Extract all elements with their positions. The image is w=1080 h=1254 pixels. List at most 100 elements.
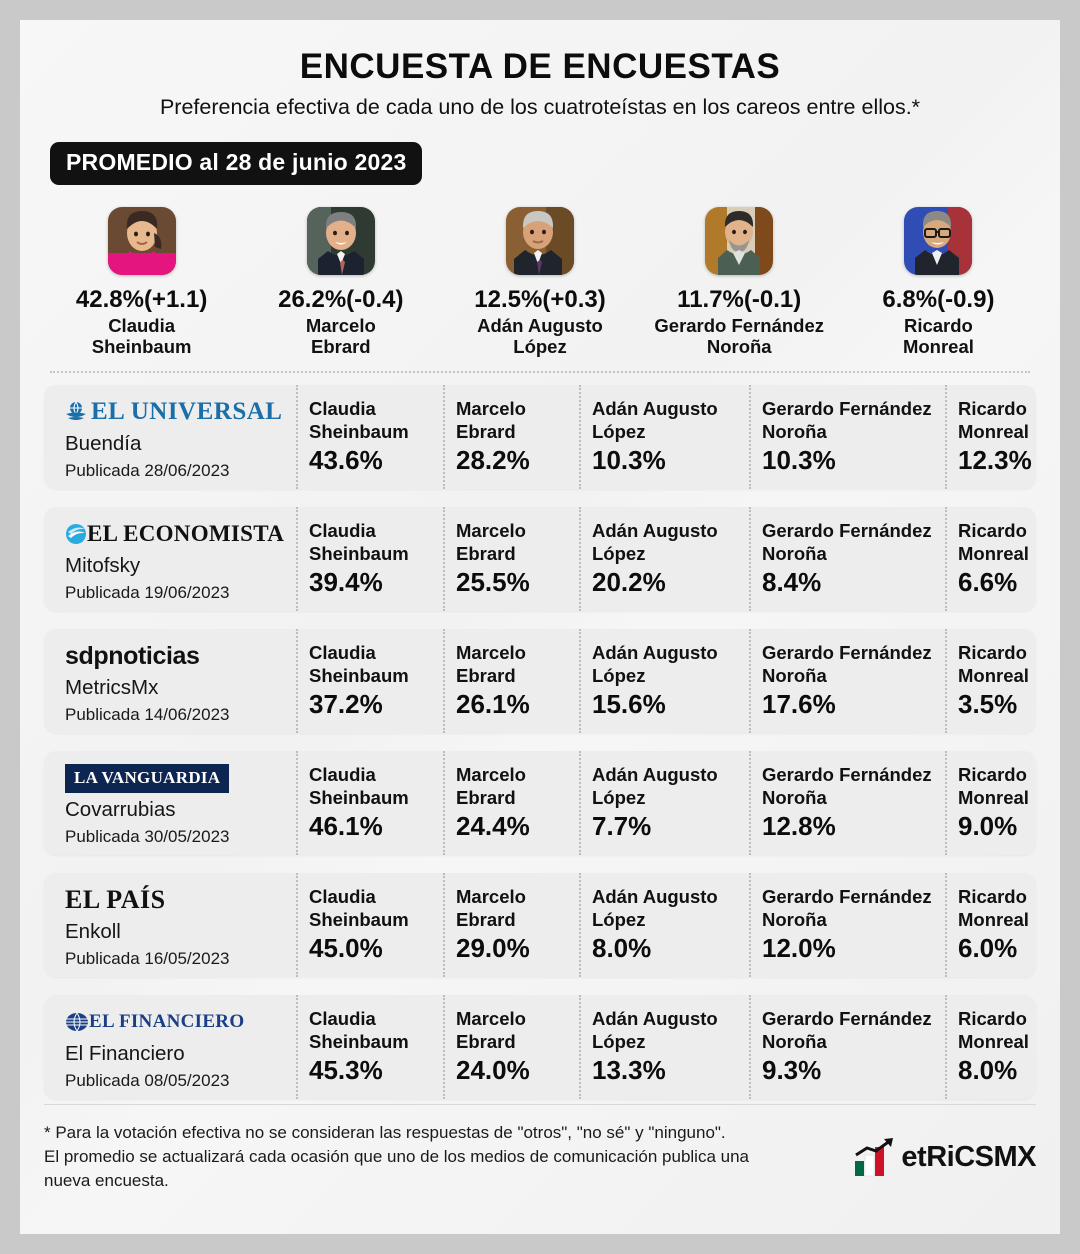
- column-first-name: Adán Augusto: [592, 642, 718, 664]
- el-economista-wordmark: EL ECONOMISTA: [87, 521, 285, 547]
- page-subtitle: Preferencia efectiva de cada uno de los …: [159, 95, 921, 119]
- result-cell: Claudia Sheinbaum 43.6%: [296, 385, 443, 490]
- column-last-name: Monreal: [958, 665, 1029, 686]
- result-cell: Claudia Sheinbaum 45.3%: [296, 995, 443, 1100]
- column-last-name: Ebrard: [456, 665, 516, 686]
- column-first-name: Adán Augusto: [592, 1008, 718, 1030]
- section-divider: [50, 371, 1030, 374]
- la-vanguardia-wordmark: LA VANGUARDIA: [65, 763, 230, 793]
- result-value: 43.6%: [309, 444, 383, 475]
- table-row[interactable]: EL UNIVERSAL Buendía Publicada 28/06/202…: [44, 385, 1036, 490]
- candidate-last-name: Noroña: [706, 335, 772, 357]
- column-first-name: Marcelo: [456, 642, 526, 664]
- column-last-name: Ebrard: [456, 909, 516, 930]
- candidate-percentage: 6.8%(-0.9): [882, 286, 995, 313]
- poll-source: LA VANGUARDIA Covarrubias Publicada 30/0…: [44, 751, 296, 855]
- result-value: 8.0%: [592, 932, 652, 963]
- column-first-name: Ricardo: [958, 520, 1027, 542]
- publication-date: Publicada 16/05/2023: [65, 948, 230, 968]
- column-first-name: Gerardo Fernández: [762, 398, 932, 420]
- candidate-first-name: Marcelo: [305, 315, 376, 336]
- globe-icon: [66, 1013, 88, 1032]
- candidate-summary-row: 42.8%(+1.1) Claudia Sheinbaum: [20, 207, 1060, 357]
- pollster-name: Buendía: [65, 432, 142, 456]
- column-first-name: Claudia: [309, 764, 376, 786]
- column-first-name: Ricardo: [958, 398, 1027, 420]
- poll-source: EL UNIVERSAL Buendía Publicada 28/06/202…: [44, 385, 296, 489]
- column-last-name: Monreal: [958, 543, 1029, 564]
- column-first-name: Marcelo: [456, 398, 526, 420]
- poll-values: Claudia Sheinbaum 37.2% Marcelo Ebrard 26.…: [296, 629, 1036, 734]
- el-universal-logo: EL UNIVERSAL: [65, 397, 296, 427]
- pollster-name: MetricsMx: [65, 676, 159, 700]
- footnote-line-1: * Para la votación efectiva no se consid…: [44, 1123, 726, 1142]
- column-first-name: Ricardo: [958, 886, 1027, 908]
- table-row[interactable]: sdpnoticias MetricsMx Publicada 14/06/20…: [44, 629, 1036, 734]
- result-value: 12.8%: [762, 810, 836, 841]
- result-cell: Marcelo Ebrard 24.0%: [443, 995, 579, 1100]
- result-value: 7.7%: [592, 810, 652, 841]
- poll-values: Claudia Sheinbaum 46.1% Marcelo Ebrard 24.…: [296, 751, 1036, 856]
- result-cell: Ricardo Monreal 12.3%: [945, 385, 1036, 490]
- table-row[interactable]: EL ECONOMISTA Mitofsky Publicada 19/06/2…: [44, 507, 1036, 612]
- result-cell: Ricardo Monreal 6.0%: [945, 873, 1036, 978]
- result-cell: Gerardo Fernández Noroña 17.6%: [749, 629, 945, 734]
- publication-date: Publicada 30/05/2023: [65, 826, 230, 846]
- gerardo-fernandez-norona-photo: [705, 207, 774, 275]
- table-row[interactable]: LA VANGUARDIA Covarrubias Publicada 30/0…: [44, 751, 1036, 856]
- swirl-icon: [66, 524, 86, 545]
- column-first-name: Gerardo Fernández: [762, 642, 932, 664]
- pollster-name: Covarrubias: [65, 798, 176, 822]
- result-value: 8.0%: [958, 1054, 1018, 1085]
- column-first-name: Adán Augusto: [592, 886, 718, 908]
- marcelo-ebrard-photo: [306, 207, 375, 275]
- column-last-name: López: [592, 787, 646, 808]
- column-first-name: Marcelo: [456, 886, 526, 908]
- column-last-name: Sheinbaum: [309, 665, 409, 686]
- result-value: 24.0%: [456, 1054, 530, 1085]
- candidate-card: 6.8%(-0.9) Ricardo Monreal: [839, 207, 1038, 357]
- result-value: 28.2%: [456, 444, 530, 475]
- result-value: 45.0%: [309, 932, 383, 963]
- result-cell: Adán Augusto López 8.0%: [579, 873, 749, 978]
- column-first-name: Gerardo Fernández: [762, 520, 932, 542]
- column-first-name: Claudia: [309, 642, 376, 664]
- poll-values: Claudia Sheinbaum 43.6% Marcelo Ebrard 28.…: [296, 385, 1036, 490]
- result-value: 24.4%: [456, 810, 530, 841]
- footnote-line-2: El promedio se actualizará cada ocasión …: [44, 1147, 749, 1167]
- column-last-name: Sheinbaum: [309, 543, 409, 564]
- result-cell: Gerardo Fernández Noroña 9.3%: [749, 995, 945, 1100]
- result-value: 26.1%: [456, 688, 530, 719]
- result-value: 9.0%: [958, 810, 1018, 841]
- result-cell: Marcelo Ebrard 24.4%: [443, 751, 579, 856]
- table-row[interactable]: EL PAÍS Enkoll Publicada 16/05/2023 Clau…: [44, 873, 1036, 978]
- column-last-name: López: [592, 665, 646, 686]
- column-last-name: López: [592, 1031, 646, 1052]
- average-badge-wrapper: PROMEDIO al 28 de junio 2023: [20, 142, 1060, 185]
- candidate-percentage: 26.2%(-0.4): [278, 286, 404, 313]
- column-last-name: Monreal: [958, 787, 1029, 808]
- metricsmx-wordmark: etRiCSMX: [901, 1140, 1036, 1173]
- result-value: 8.4%: [762, 566, 822, 597]
- candidate-card: 42.8%(+1.1) Claudia Sheinbaum: [42, 207, 241, 357]
- poll-source: EL ECONOMISTA Mitofsky Publicada 19/06/2…: [44, 507, 296, 611]
- column-last-name: Noroña: [762, 421, 827, 442]
- column-last-name: Noroña: [762, 543, 827, 564]
- column-last-name: Sheinbaum: [309, 787, 409, 808]
- el-financiero-wordmark: EL FINANCIERO: [89, 1011, 245, 1033]
- column-first-name: Ricardo: [958, 642, 1027, 664]
- result-cell: Claudia Sheinbaum 39.4%: [296, 507, 443, 612]
- result-value: 6.0%: [958, 932, 1018, 963]
- candidate-percentage: 11.7%(-0.1): [677, 286, 802, 313]
- result-cell: Gerardo Fernández Noroña 10.3%: [749, 385, 945, 490]
- table-row[interactable]: EL FINANCIERO El Financiero Publicada 08…: [44, 995, 1036, 1100]
- result-cell: Claudia Sheinbaum 37.2%: [296, 629, 443, 734]
- candidate-first-name: Claudia: [108, 315, 176, 336]
- candidate-percentage: 12.5%(+0.3): [474, 286, 606, 313]
- column-first-name: Gerardo Fernández: [762, 764, 932, 786]
- result-cell: Adán Augusto López 7.7%: [579, 751, 749, 856]
- result-cell: Adán Augusto López 20.2%: [579, 507, 749, 612]
- page-title: ENCUESTA DE ENCUESTAS: [299, 47, 781, 86]
- el-economista-logo: EL ECONOMISTA: [65, 519, 296, 549]
- candidate-first-name: Gerardo Fernández: [654, 315, 825, 336]
